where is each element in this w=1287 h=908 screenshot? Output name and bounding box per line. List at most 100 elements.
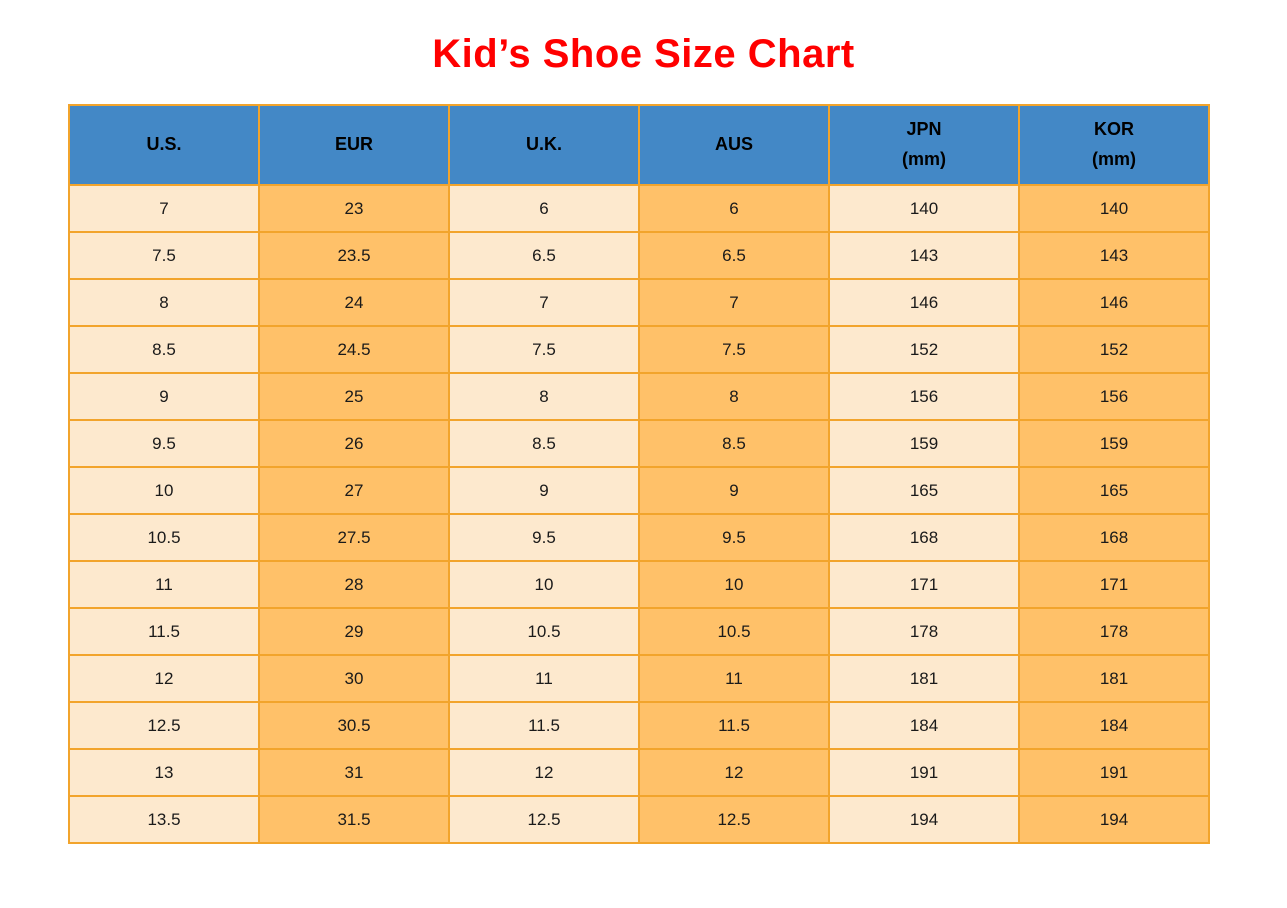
column-header-label: U.K. — [526, 134, 562, 155]
table-row: 12.5 30.5 11.5 11.5 184 184 — [68, 701, 1210, 750]
table-row: 10 27 9 9 165 165 — [68, 466, 1210, 515]
table-cell: 12.5 — [638, 795, 830, 844]
table-cell: 181 — [1018, 654, 1210, 703]
column-header-label: AUS — [714, 134, 753, 155]
table-row: 12 30 11 11 181 181 — [68, 654, 1210, 703]
table-row: 7.5 23.5 6.5 6.5 143 143 — [68, 231, 1210, 280]
table-cell: 171 — [828, 560, 1020, 609]
table-body: 7 23 6 6 140 140 7.5 23.5 6.5 6.5 143 143 8 24 7 7 146 14… — [68, 184, 1210, 844]
table-cell: 11.5 — [68, 607, 260, 656]
table-cell: 8 — [68, 278, 260, 327]
table-cell: 168 — [1018, 513, 1210, 562]
table-cell: 165 — [1018, 466, 1210, 515]
table-cell: 194 — [1018, 795, 1210, 844]
table-cell: 140 — [828, 184, 1020, 233]
table-cell: 8.5 — [448, 419, 640, 468]
table-cell: 159 — [828, 419, 1020, 468]
table-cell: 10.5 — [448, 607, 640, 656]
table-cell: 28 — [258, 560, 450, 609]
table-cell: 146 — [1018, 278, 1210, 327]
table-row: 11 28 10 10 171 171 — [68, 560, 1210, 609]
table-cell: 11 — [638, 654, 830, 703]
column-header: JPN (mm) — [828, 104, 1020, 186]
table-cell: 9.5 — [448, 513, 640, 562]
table-cell: 12 — [638, 748, 830, 797]
table-cell: 31.5 — [258, 795, 450, 844]
table-row: 11.5 29 10.5 10.5 178 178 — [68, 607, 1210, 656]
table-cell: 7.5 — [638, 325, 830, 374]
table-cell: 30 — [258, 654, 450, 703]
column-header: AUS — [638, 104, 830, 186]
table-cell: 27 — [258, 466, 450, 515]
table-cell: 8 — [448, 372, 640, 421]
table-cell: 11 — [68, 560, 260, 609]
table-cell: 146 — [828, 278, 1020, 327]
column-header-label: EUR — [334, 134, 373, 155]
column-header-label: U.S. — [146, 134, 182, 155]
table-cell: 7 — [68, 184, 260, 233]
table-cell: 6 — [638, 184, 830, 233]
table-row: 8.5 24.5 7.5 7.5 152 152 — [68, 325, 1210, 374]
table-cell: 178 — [828, 607, 1020, 656]
table-cell: 13.5 — [68, 795, 260, 844]
column-header: KOR (mm) — [1018, 104, 1210, 186]
table-cell: 156 — [1018, 372, 1210, 421]
table-cell: 10.5 — [68, 513, 260, 562]
column-header: U.K. — [448, 104, 640, 186]
table-cell: 140 — [1018, 184, 1210, 233]
table-cell: 27.5 — [258, 513, 450, 562]
table-cell: 30.5 — [258, 701, 450, 750]
table-cell: 152 — [828, 325, 1020, 374]
table-cell: 9.5 — [638, 513, 830, 562]
table-cell: 23 — [258, 184, 450, 233]
table-cell: 8.5 — [68, 325, 260, 374]
table-cell: 11 — [448, 654, 640, 703]
table-cell: 13 — [68, 748, 260, 797]
table-cell: 6.5 — [638, 231, 830, 280]
table-row: 10.5 27.5 9.5 9.5 168 168 — [68, 513, 1210, 562]
table-cell: 168 — [828, 513, 1020, 562]
table-cell: 9 — [638, 466, 830, 515]
table-cell: 24.5 — [258, 325, 450, 374]
table-cell: 8 — [638, 372, 830, 421]
header-row: U.S. EUR U.K. AUS JPN (mm) KOR (mm) — [68, 104, 1210, 186]
table-cell: 9 — [448, 466, 640, 515]
page-title: Kid’s Shoe Size Chart — [432, 32, 855, 76]
table-cell: 191 — [1018, 748, 1210, 797]
table-cell: 10 — [68, 466, 260, 515]
column-header: U.S. — [68, 104, 260, 186]
table-cell: 181 — [828, 654, 1020, 703]
table-row: 13.5 31.5 12.5 12.5 194 194 — [68, 795, 1210, 844]
table-cell: 171 — [1018, 560, 1210, 609]
table-cell: 12.5 — [448, 795, 640, 844]
table-cell: 9 — [68, 372, 260, 421]
table-cell: 6 — [448, 184, 640, 233]
table-cell: 6.5 — [448, 231, 640, 280]
table-cell: 10 — [448, 560, 640, 609]
table-cell: 31 — [258, 748, 450, 797]
table-cell: 10 — [638, 560, 830, 609]
column-header-unit: (mm) — [902, 149, 946, 169]
table-cell: 23.5 — [258, 231, 450, 280]
table-cell: 11.5 — [448, 701, 640, 750]
table-row: 8 24 7 7 146 146 — [68, 278, 1210, 327]
table-cell: 11.5 — [638, 701, 830, 750]
table-cell: 152 — [1018, 325, 1210, 374]
table-cell: 7.5 — [68, 231, 260, 280]
column-header-label: JPN — [906, 119, 942, 140]
table-cell: 143 — [1018, 231, 1210, 280]
table-cell: 29 — [258, 607, 450, 656]
table-cell: 26 — [258, 419, 450, 468]
table-cell: 12.5 — [68, 701, 260, 750]
table-cell: 8.5 — [638, 419, 830, 468]
table-cell: 178 — [1018, 607, 1210, 656]
table-cell: 156 — [828, 372, 1020, 421]
shoe-size-table: U.S. EUR U.K. AUS JPN (mm) KOR (mm) 7 23 6 6 140 140… — [68, 104, 1210, 844]
table-row: 13 31 12 12 191 191 — [68, 748, 1210, 797]
table-cell: 25 — [258, 372, 450, 421]
column-header: EUR — [258, 104, 450, 186]
table-row: 9.5 26 8.5 8.5 159 159 — [68, 419, 1210, 468]
table-cell: 194 — [828, 795, 1020, 844]
table-cell: 12 — [448, 748, 640, 797]
table-cell: 159 — [1018, 419, 1210, 468]
